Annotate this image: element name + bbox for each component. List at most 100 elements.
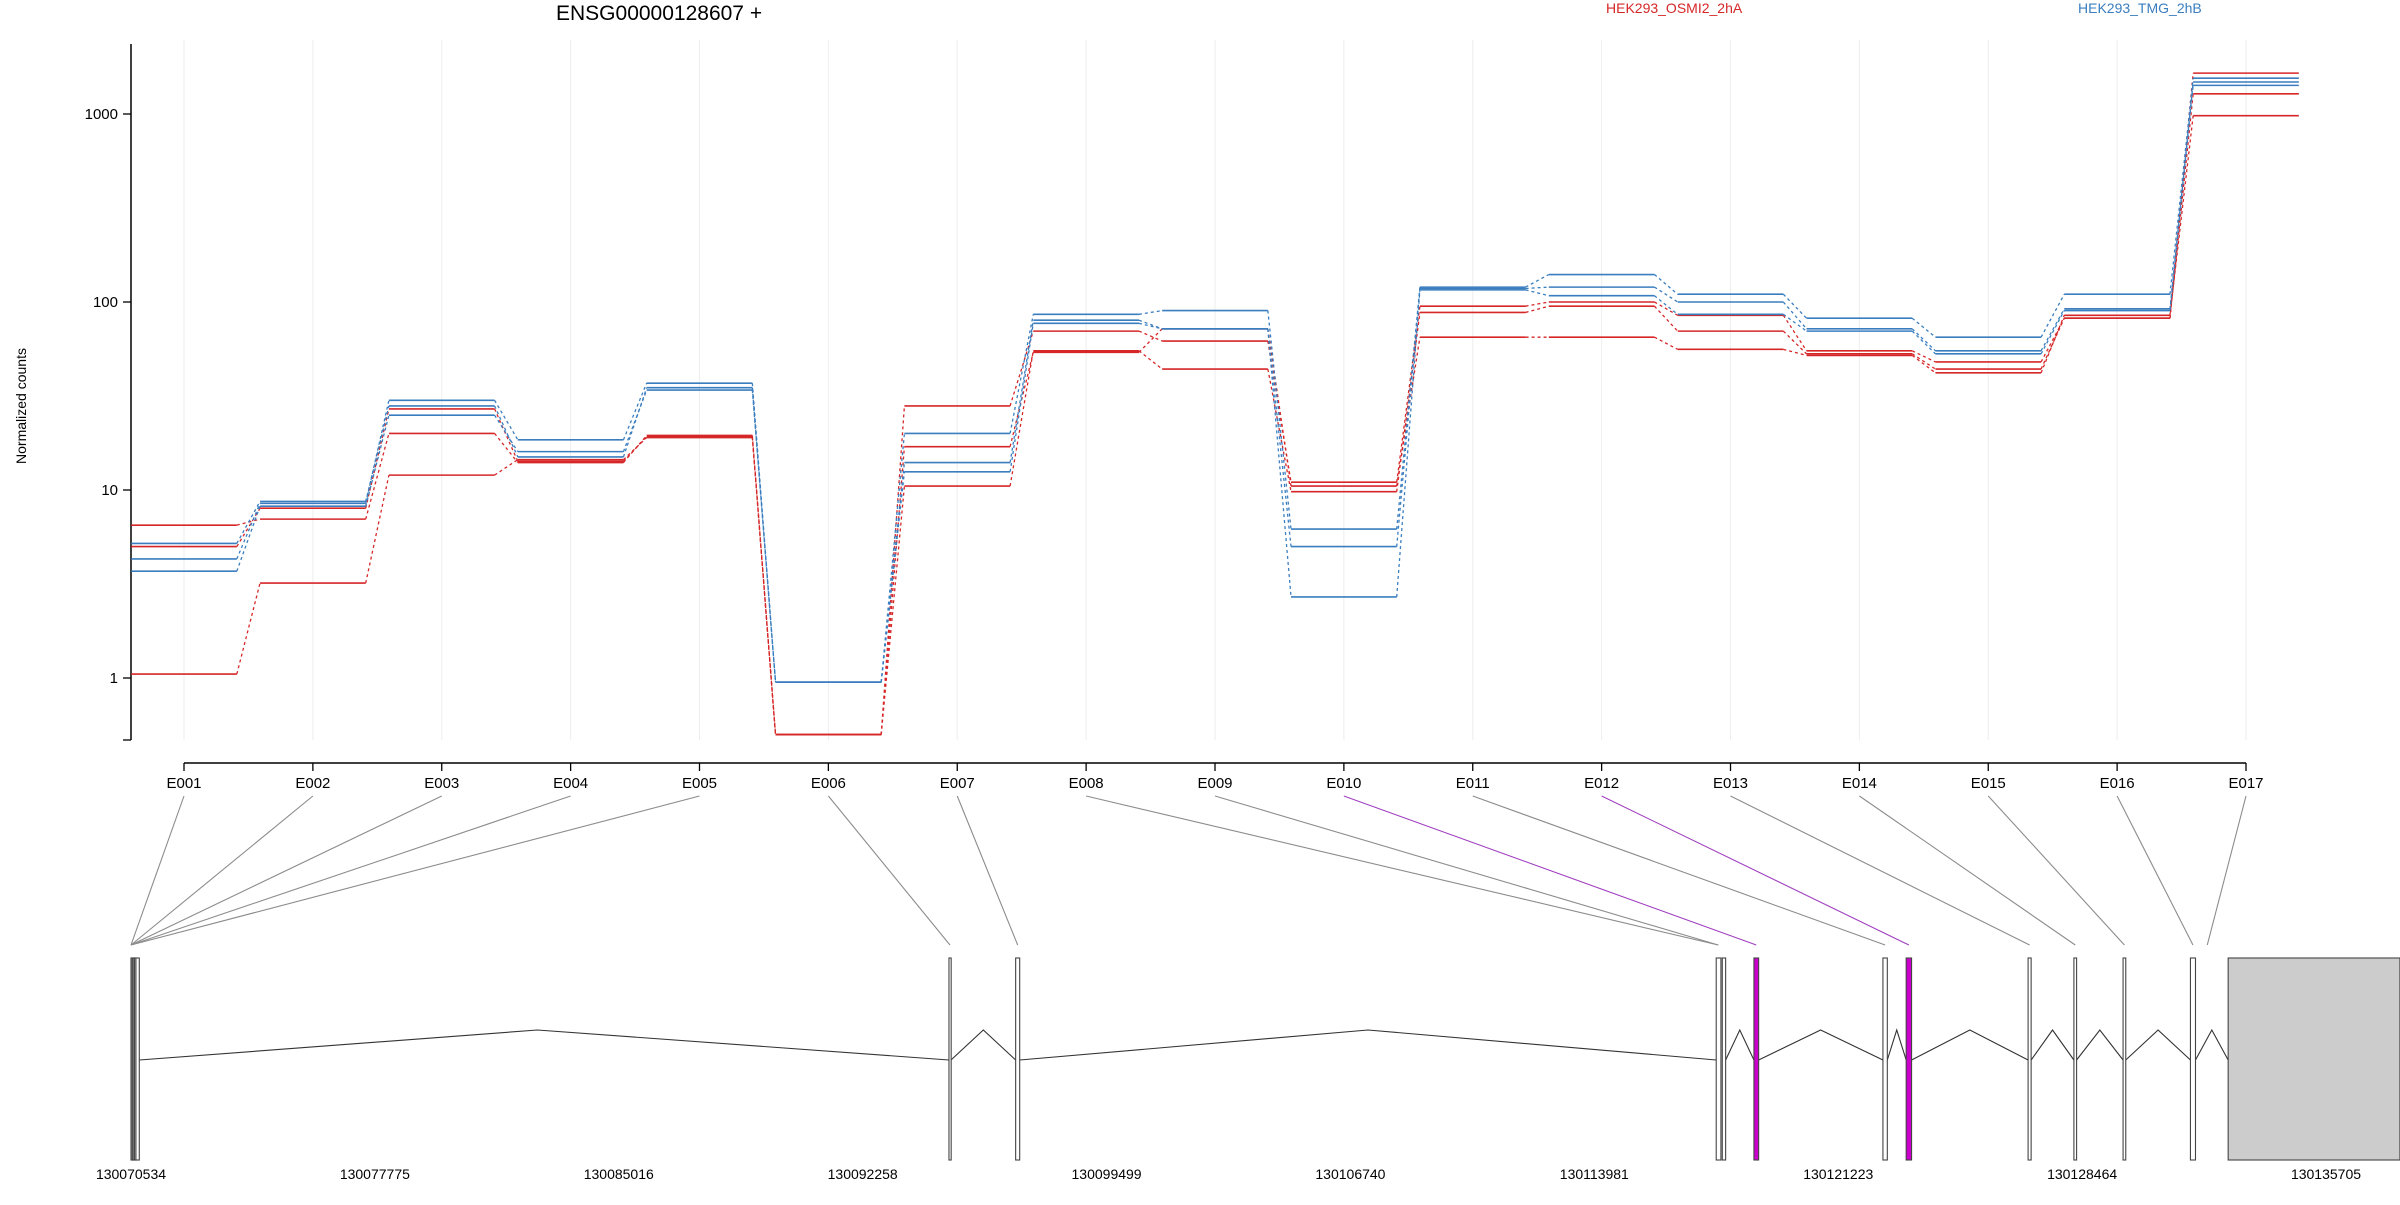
x-tick-label-E007: E007 [940,775,975,792]
series-4-link-1 [365,415,390,507]
series-3-link-12 [1782,293,1808,319]
y-axis-label: Normalized counts [13,348,29,464]
series-1-link-11 [1653,305,1679,332]
connector-E002 [130,795,314,946]
series-5-link-8 [1267,328,1292,597]
connector-E005 [130,795,700,946]
connector-E013 [1730,795,2030,946]
legend-entry-osmi2: HEK293_OSMI2_2hA [1606,0,1743,16]
y-tick-label-1: 1 [110,670,118,687]
series-5-link-15 [2169,85,2194,311]
x-tick-label-E011: E011 [1456,775,1490,792]
x-axis: E001 E002 E003 E004 E005 E006 E007 E008 E009 E010… [166,762,2264,792]
intron-1 [950,1029,1017,1061]
series-4-link-4 [751,390,777,683]
exon-box-E005 [135,957,140,1161]
series-5-link-0 [236,501,261,544]
exon-box-E012 [1905,957,1913,1161]
x-tick-label-E017: E017 [2228,775,2263,792]
exon-connectors [130,795,2247,946]
series-0-link-10 [1525,301,1549,307]
series-3-link-15 [2169,78,2194,295]
x-tick-label-E006: E006 [811,775,846,792]
x-tick-label-E016: E016 [2100,775,2135,792]
series-2-link-3 [622,436,648,462]
x-tick-label-E005: E005 [682,775,717,792]
exon-box-E011 [1882,957,1888,1161]
series-2-link-11 [1654,336,1678,350]
intron-4 [1758,1029,1884,1061]
connector-E011 [1472,795,1886,946]
exon-box-E006 [948,957,952,1161]
connector-E006 [827,795,951,946]
connector-E009 [1214,795,1719,946]
series-5-link-12 [1782,313,1807,332]
series-4-link-13 [1911,328,1936,352]
y-axis: 1 10 100 1000 [85,44,132,741]
x-tick-label-E013: E013 [1713,775,1748,792]
series-2-link-13 [1911,354,1936,374]
x-tick-label-E001: E001 [166,775,201,792]
series-4-link-9 [1396,288,1421,547]
y-tick-label-10: 10 [101,482,118,499]
intron-5 [1886,1028,1907,1061]
series-1-link-8 [1267,368,1292,492]
series-4-link-6 [1009,320,1034,463]
series-3-link-9 [1396,287,1421,530]
series-3-link-6 [1009,314,1034,434]
x-tick-label-E008: E008 [1069,775,1104,792]
series-1-link-1 [365,474,390,584]
intron-6 [1911,1029,2029,1061]
series-5-link-10 [1525,289,1549,297]
exon-box-E009 [1721,957,1727,1161]
series-lines [131,72,2299,736]
genomic-tick-6: 130113981 [1560,1166,1629,1182]
x-tick-label-E015: E015 [1971,775,2006,792]
series-5-link-14 [2040,310,2065,355]
series-0-link-6 [1009,330,1034,407]
connector-E016 [2116,795,2194,946]
connector-E012 [1601,795,1910,946]
series-3-link-11 [1654,274,1679,295]
exon-box-E007 [1015,957,1021,1161]
genomic-tick-2: 130085016 [584,1166,654,1182]
series-1-link-12 [1782,330,1807,355]
genomic-tick-3: 130092258 [828,1166,898,1182]
series-2-link-14 [2040,315,2065,374]
series-2-link-9 [1396,337,1421,487]
intron-3 [1725,1028,1755,1061]
x-tick-label-E002: E002 [295,775,330,792]
x-tick-label-E009: E009 [1197,775,1232,792]
series-5-link-6 [1009,323,1034,472]
intron-9 [2125,1029,2191,1061]
genomic-tick-5: 130106740 [1315,1166,1385,1182]
series-1-link-10 [1525,305,1549,314]
series-2-link-7 [1138,328,1163,353]
series-1-link-7 [1138,350,1163,370]
connector-E017 [2206,795,2247,946]
intron-0 [139,1029,950,1061]
exon-box-E015 [2122,957,2127,1161]
legend-entry-tmg: HEK293_TMG_2hB [2078,0,2202,16]
series-3-link-14 [2040,293,2065,338]
exon-box-E016 [2189,957,2197,1161]
series-3-link-0 [236,503,261,560]
gene-model [130,957,2400,1161]
connector-E010 [1343,795,1757,946]
exon-box-E008 [1715,957,1722,1161]
genomic-tick-1: 130077775 [340,1166,410,1182]
genomic-tick-0: 130070534 [96,1166,166,1182]
series-2-link-12 [1783,348,1807,357]
series-0-link-13 [1911,350,1936,363]
series-3-link-2 [494,399,519,441]
intron-8 [2076,1029,2124,1061]
series-5-link-4 [751,387,777,683]
genomic-tick-4: 130099499 [1072,1166,1142,1182]
x-tick-label-E010: E010 [1326,775,1361,792]
exon-box-E014 [2073,957,2078,1161]
series-1-link-13 [1911,353,1936,370]
intron-10 [2195,1028,2229,1061]
series-3-link-10 [1525,273,1550,288]
exon-box-E017 [2227,957,2400,1161]
